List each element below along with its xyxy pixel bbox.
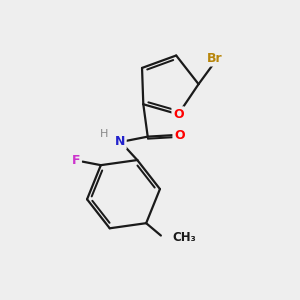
Text: N: N (115, 135, 125, 148)
Text: O: O (174, 129, 184, 142)
Text: H: H (100, 129, 109, 139)
Text: F: F (72, 154, 80, 167)
Text: CH₃: CH₃ (172, 230, 196, 244)
Text: O: O (173, 108, 184, 121)
Text: Br: Br (207, 52, 223, 65)
